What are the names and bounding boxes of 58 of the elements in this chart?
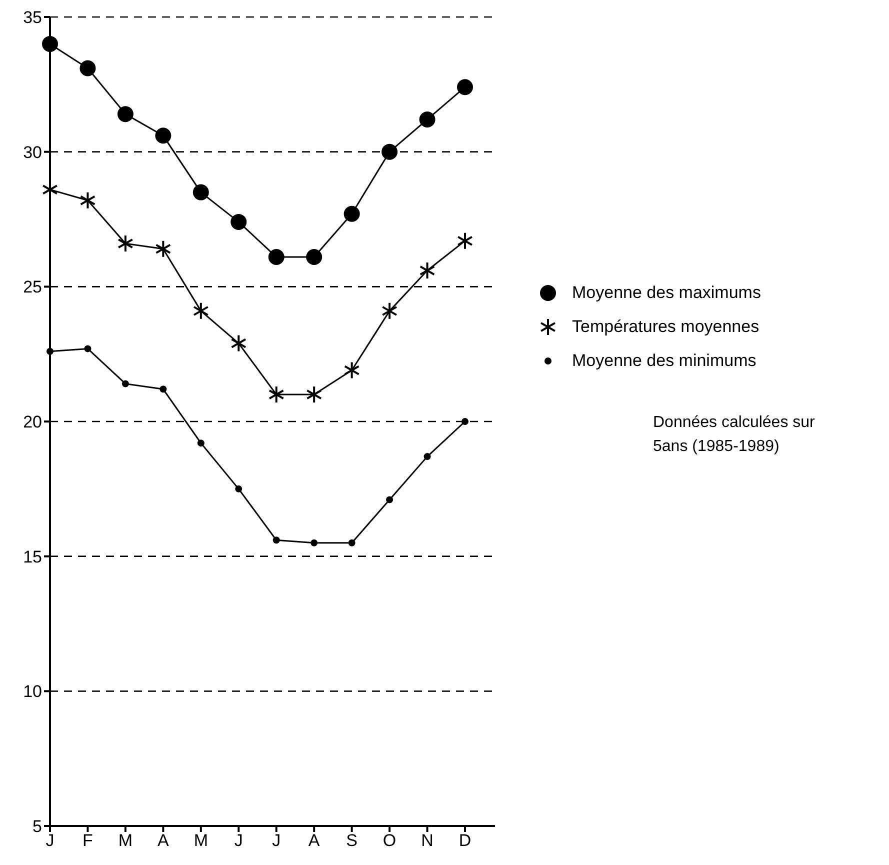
point <box>382 144 398 160</box>
point <box>42 36 58 52</box>
point <box>155 128 172 144</box>
legend-label: Moyenne des minimums <box>572 351 756 371</box>
point <box>80 60 96 76</box>
point <box>457 232 473 250</box>
point <box>155 240 172 258</box>
text: Données calculées sur 5ans (1985-1989) <box>653 413 816 457</box>
point <box>160 386 167 393</box>
point <box>268 249 284 266</box>
y-tick-label: 20 <box>23 412 42 432</box>
x-tick-label: J <box>234 831 243 850</box>
point <box>117 106 134 122</box>
point <box>382 302 398 320</box>
x-tick-label: D <box>458 831 472 850</box>
point <box>235 485 242 492</box>
point <box>118 234 134 253</box>
point <box>424 453 431 460</box>
point <box>348 539 356 546</box>
x-tick-label: M <box>194 831 208 850</box>
x-tick-label: N <box>421 831 434 850</box>
x-tick-label: J <box>46 831 54 850</box>
point <box>419 111 436 128</box>
x-tick-label: F <box>82 831 93 850</box>
point <box>344 361 360 380</box>
legend-label: Moyenne des maximums <box>572 283 761 303</box>
point <box>46 348 54 355</box>
point <box>230 214 247 230</box>
point <box>457 79 473 96</box>
legend-label: Températures moyennes <box>572 317 760 337</box>
x-tick-label: M <box>118 831 133 850</box>
point <box>462 418 468 425</box>
point <box>230 334 247 352</box>
y-tick-label: 5 <box>32 817 42 836</box>
y-tick-label: 15 <box>23 547 42 566</box>
point <box>386 496 394 504</box>
point <box>80 191 96 210</box>
y-tick-label: 30 <box>23 142 42 162</box>
x-tick-label: O <box>382 831 396 850</box>
y-tick-label: 25 <box>23 278 42 297</box>
point <box>306 386 322 404</box>
x-tick-label: J <box>272 831 281 850</box>
x-tick-label: S <box>346 831 358 850</box>
point <box>344 206 360 222</box>
point <box>122 380 129 388</box>
y-tick-label: 10 <box>23 682 42 702</box>
point <box>310 539 318 546</box>
point <box>419 261 436 280</box>
x-tick-label: A <box>308 831 320 850</box>
point <box>192 184 209 200</box>
point <box>197 440 204 447</box>
point <box>306 249 322 266</box>
point <box>192 302 209 320</box>
x-tick-label: A <box>158 831 170 850</box>
point <box>268 386 284 404</box>
point <box>272 536 280 544</box>
y-tick-label: 35 <box>23 8 42 28</box>
point <box>84 345 92 352</box>
